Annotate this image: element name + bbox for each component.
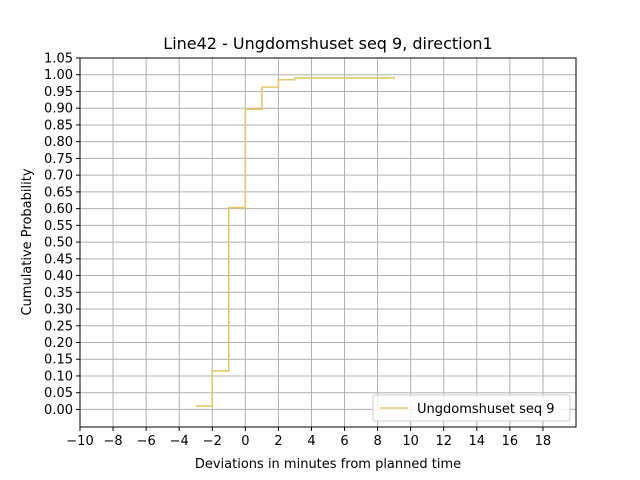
y-tick-label: 0.75 <box>44 152 73 167</box>
y-tick-label: 0.90 <box>44 102 73 117</box>
y-tick-label: 0.70 <box>44 169 73 184</box>
x-tick-label: −4 <box>170 434 189 449</box>
x-tick-label: −10 <box>66 434 93 449</box>
x-tick-label: 2 <box>274 434 282 449</box>
y-axis-label: Cumulative Probability <box>20 168 35 315</box>
y-tick-label: 0.20 <box>44 336 73 351</box>
legend-entry: Ungdomshuset seq 9 <box>417 402 555 417</box>
x-tick-label: 0 <box>241 434 249 449</box>
series-line-ungdomshuset-seq-9 <box>195 76 395 407</box>
x-tick-label: 14 <box>469 434 486 449</box>
y-tick-label: 0.30 <box>44 303 73 318</box>
x-tick-label: 18 <box>535 434 552 449</box>
legend-box <box>372 394 571 422</box>
y-tick-label: 0.35 <box>44 286 73 301</box>
x-tick-label: −2 <box>203 434 222 449</box>
y-axis-ticks: 0.00 0.05 0.100.15 0.20 0.250.30 0.35 0.40 0.45… <box>44 52 80 418</box>
x-tick-label: 8 <box>373 434 381 449</box>
y-tick-label: 0.65 <box>44 185 73 200</box>
x-tick-label: 6 <box>340 434 348 449</box>
chart-title: Line42 - Ungdomshuset seq 9, direction1 <box>163 34 492 53</box>
x-tick-label: 4 <box>307 434 315 449</box>
y-tick-label: 1.05 <box>44 52 73 67</box>
x-tick-label: −8 <box>103 434 122 449</box>
y-tick-label: 0.00 <box>44 403 73 418</box>
x-tick-label: 10 <box>402 434 419 449</box>
y-tick-label: 0.50 <box>44 236 73 251</box>
y-tick-label: 0.05 <box>44 386 73 401</box>
legend: Ungdomshuset seq 9 <box>372 394 571 422</box>
y-tick-label: 1.00 <box>44 68 73 83</box>
y-tick-label: 0.15 <box>44 353 73 368</box>
y-tick-label: 0.55 <box>44 219 73 234</box>
y-tick-label: 0.25 <box>44 319 73 334</box>
x-tick-label: −6 <box>137 434 156 449</box>
x-tick-label: 16 <box>502 434 519 449</box>
y-tick-label: 0.95 <box>44 85 73 100</box>
y-tick-label: 0.40 <box>44 269 73 284</box>
y-tick-label: 0.85 <box>44 118 73 133</box>
y-tick-label: 0.60 <box>44 202 73 217</box>
x-axis-label: Deviations in minutes from planned time <box>195 457 461 472</box>
y-tick-label: 0.10 <box>44 369 73 384</box>
y-tick-label: 0.45 <box>44 252 73 267</box>
y-tick-label: 0.80 <box>44 135 73 150</box>
series-layer <box>195 76 395 407</box>
x-tick-label: 12 <box>435 434 452 449</box>
x-axis-ticks: −10 −8 −6 −4 −2 0 2 4 6 8 10 12 14 16 18 <box>66 427 551 449</box>
grid <box>79 57 576 427</box>
